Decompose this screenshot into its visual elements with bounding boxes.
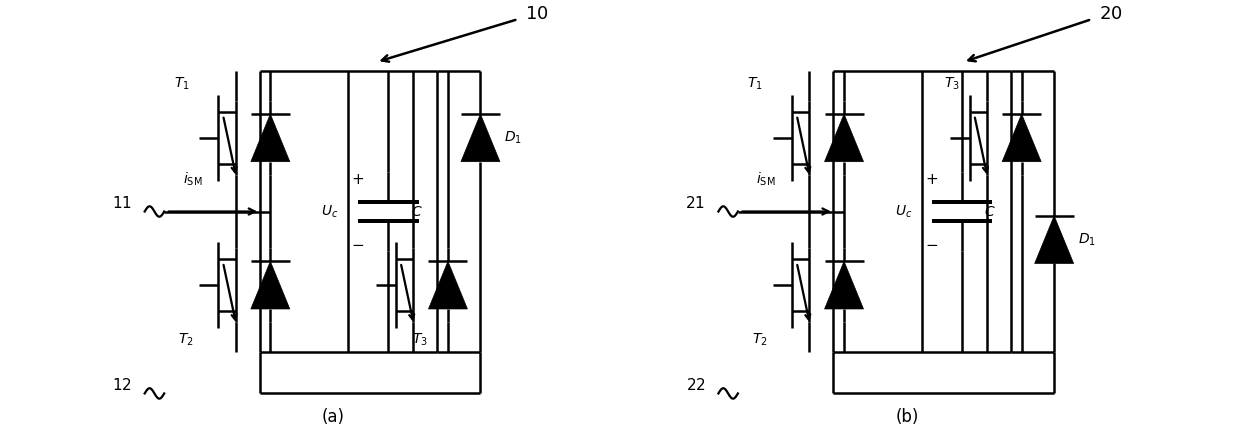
Text: $i_\mathrm{SM}$: $i_\mathrm{SM}$ [182, 170, 202, 187]
Text: $12$: $12$ [112, 377, 131, 393]
Text: $22$: $22$ [686, 377, 706, 393]
Text: (a): (a) [321, 408, 345, 426]
Text: $T_3$: $T_3$ [945, 75, 960, 92]
Text: $C$: $C$ [410, 204, 423, 218]
Text: $21$: $21$ [686, 195, 706, 211]
Text: $+$: $+$ [925, 171, 939, 187]
Text: $D_1$: $D_1$ [505, 129, 522, 146]
Text: $C$: $C$ [985, 204, 996, 218]
Text: $10$: $10$ [525, 5, 548, 24]
Text: $i_\mathrm{SM}$: $i_\mathrm{SM}$ [756, 170, 776, 187]
Text: $20$: $20$ [1099, 5, 1122, 24]
Polygon shape [250, 261, 290, 309]
Text: $D_1$: $D_1$ [1078, 232, 1096, 248]
Text: $-$: $-$ [925, 236, 939, 252]
Text: $11$: $11$ [112, 195, 131, 211]
Polygon shape [1034, 216, 1074, 263]
Polygon shape [250, 114, 290, 162]
Text: $T_1$: $T_1$ [174, 75, 190, 92]
Text: $U_c$: $U_c$ [895, 203, 913, 220]
Polygon shape [825, 114, 863, 162]
Polygon shape [429, 261, 467, 309]
Text: $-$: $-$ [351, 236, 365, 252]
Polygon shape [825, 261, 863, 309]
Text: $T_3$: $T_3$ [412, 331, 428, 347]
Text: $+$: $+$ [351, 171, 365, 187]
Text: $U_c$: $U_c$ [321, 203, 339, 220]
Polygon shape [461, 114, 500, 162]
Text: $T_2$: $T_2$ [179, 331, 193, 347]
Text: $T_2$: $T_2$ [751, 331, 768, 347]
Text: $T_1$: $T_1$ [748, 75, 763, 92]
Polygon shape [1002, 114, 1042, 162]
Text: (b): (b) [895, 408, 919, 426]
